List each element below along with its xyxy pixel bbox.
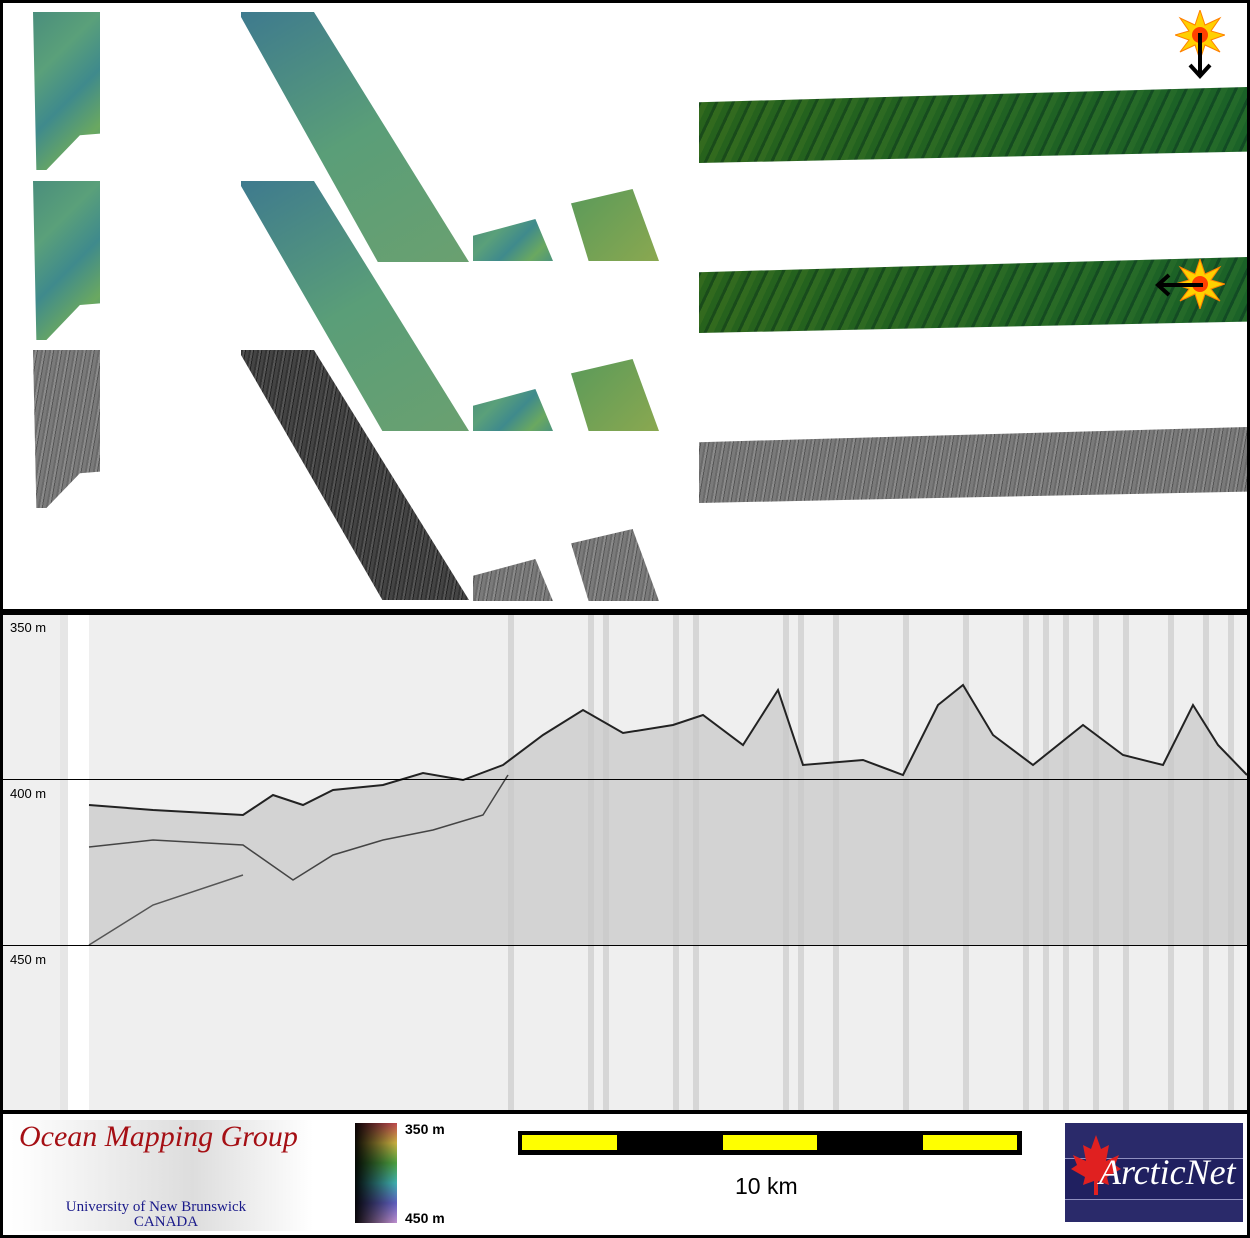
- maple-leaf-icon: [1071, 1135, 1121, 1195]
- colorbar-top-label: 350 m: [405, 1121, 445, 1137]
- map-panel: [3, 3, 1247, 609]
- logo-line1: University of New Brunswick: [65, 1199, 247, 1215]
- arcticnet-logo: ArcticNet: [1065, 1123, 1243, 1222]
- scale-segment: [522, 1135, 617, 1150]
- subbottom-profile: [60, 615, 1247, 1110]
- arrow-down-icon: [1188, 33, 1212, 79]
- scale-label: 10 km: [735, 1173, 798, 1199]
- backscatter-strip: [699, 427, 1247, 503]
- depth-gridline: [3, 945, 1247, 946]
- logo-title: Ocean Mapping Group: [19, 1120, 298, 1153]
- logo-line2: CANADA: [133, 1214, 199, 1230]
- bathymetry-strip: [33, 181, 100, 340]
- depth-label: 450 m: [10, 952, 47, 967]
- bathymetry-strip: [571, 189, 659, 261]
- colorbar-bottom-label: 450 m: [405, 1210, 445, 1226]
- bathymetry-strip: [473, 219, 553, 261]
- arcticnet-text: ArcticNet: [1099, 1152, 1236, 1192]
- subbottom-profile-panel: 350 m 400 m 450 m: [3, 615, 1247, 1110]
- backscatter-strip: [33, 350, 100, 508]
- bathymetry-strip-sun-north: [699, 87, 1247, 163]
- depth-label: 400 m: [10, 786, 47, 801]
- scale-bar: [518, 1131, 1022, 1155]
- bathymetry-strip: [33, 12, 100, 170]
- depth-colorbar: [355, 1123, 397, 1223]
- scale-segment: [923, 1135, 1017, 1150]
- scale-segment: [723, 1135, 817, 1150]
- arrow-left-icon: [1155, 273, 1203, 297]
- depth-gridline: [3, 779, 1247, 780]
- backscatter-strip: [571, 529, 659, 601]
- legend-panel: Ocean Mapping Group University of New Br…: [3, 1114, 1247, 1235]
- bathymetry-strip: [473, 389, 553, 431]
- ocean-mapping-group-logo: Ocean Mapping Group University of New Br…: [11, 1120, 313, 1231]
- backscatter-strip: [473, 559, 553, 601]
- bathymetry-strip: [571, 359, 659, 431]
- depth-label: 350 m: [10, 620, 47, 635]
